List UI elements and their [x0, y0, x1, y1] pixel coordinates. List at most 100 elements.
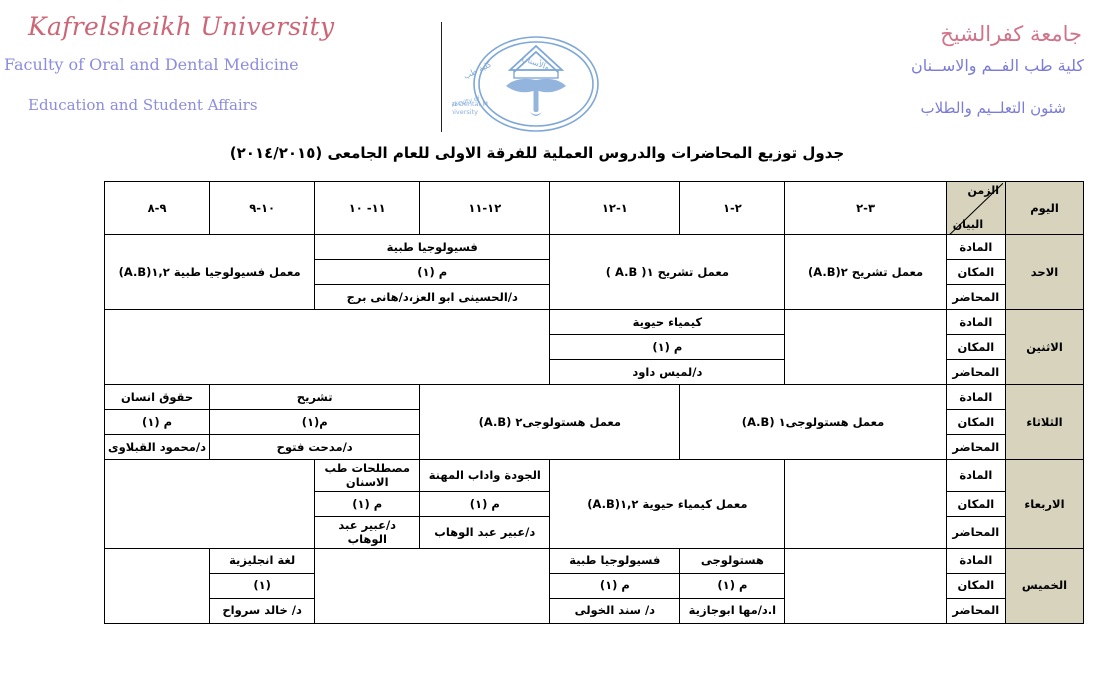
timetable: اليوم الزمن البيان ٣-٢ ٢-١ ١-١٢ ١٢-١١ ١١- ١٠ ١٠-… — [103, 181, 1085, 624]
row-label-cell: المكان — [945, 572, 1006, 599]
schedule-cell: د/ خالد سرواح — [209, 597, 316, 624]
timetable-row: المكان م (١) — [105, 259, 1084, 285]
schedule-cell: معمل كيمياء حيوية ١,٢(A.B) — [549, 459, 786, 549]
svg-text:Kafr El Sheikh University: Kafr El Sheikh University — [452, 108, 478, 116]
faculty-seal-logo: كلية طب والأسنان Faculty of Kafr El Shei… — [398, 32, 620, 134]
schedule-cell: د/محمود القبلاوى — [103, 434, 211, 460]
schedule-cell: الجودة واداب المهنة — [419, 459, 551, 492]
schedule-cell: معمل فسيولوجيا طبية ١,٢(A.B) — [103, 234, 316, 310]
empty-cell — [103, 309, 551, 385]
day-name-cell: الخميس — [1004, 547, 1085, 624]
header-arabic-block: جامعة كفرالشيخ كلية طب الفــم والاســنان… — [796, 0, 1096, 117]
schedule-cell: م (١) — [549, 572, 681, 599]
schedule-cell: حقوق انسان — [103, 384, 211, 410]
time-slot-header: ٩-٨ — [103, 181, 211, 235]
timetable-row: المحاضر د/مدحت فتوح د/محمود القبلاوى — [103, 434, 1084, 460]
timetable-row: المحاضر د/الحسينى ابو العز،د/هانى برج — [105, 284, 1084, 310]
row-label-cell: المحاضر — [945, 359, 1006, 385]
corner-cell: الزمن البيان — [945, 181, 1006, 236]
empty-cell — [103, 459, 316, 549]
day-name-cell: الاربعاء — [1004, 459, 1085, 549]
empty-cell — [103, 547, 211, 624]
schedule-cell: معمل تشريح ٢(A.B) — [784, 234, 947, 310]
schedule-cell: م (١) — [314, 490, 421, 517]
timetable-row: الاربعاء المادة معمل كيمياء حيوية ١,٢(A.B)… — [103, 459, 1085, 549]
schedule-cell: مصطلحات طب الاسنان — [314, 459, 421, 492]
row-label-cell: المادة — [945, 547, 1006, 574]
schedule-cell: د/مدحت فتوح — [209, 434, 421, 460]
page-header: Kafrelsheikh University Faculty of Oral … — [0, 0, 1104, 140]
empty-cell — [784, 547, 947, 624]
day-name-cell: الاثنين — [1004, 309, 1085, 385]
timetable-row: الاثنين المادة كيمياء حيوية — [103, 309, 1085, 385]
header-english-block: Kafrelsheikh University Faculty of Oral … — [0, 0, 430, 135]
row-label-cell: المادة — [945, 384, 1006, 410]
empty-cell — [784, 309, 947, 385]
time-slot-header: ٢-١ — [679, 181, 786, 235]
timetable-row: الثلاثاء المادة معمل هستولوجى١ (A.B) معمل ه… — [103, 384, 1085, 460]
corner-detail-label: البيان — [952, 218, 984, 232]
timetable-container: اليوم الزمن البيان ٣-٢ ٢-١ ١-١٢ ١٢-١١ ١١- ١٠ ١٠-… — [103, 181, 1085, 624]
faculty-name-ar: كلية طب الفــم والاســنان — [911, 56, 1084, 75]
time-slot-header: ١١- ١٠ — [314, 181, 421, 235]
schedule-cell: م (١) — [549, 334, 786, 360]
department-name-en: Education and Student Affairs — [28, 96, 258, 114]
university-name-ar: جامعة كفرالشيخ — [940, 22, 1082, 46]
time-slot-header: ١٠-٩ — [209, 181, 316, 235]
schedule-cell: ا.د/مها ابوجازية — [679, 597, 786, 624]
row-label-cell: المحاضر — [945, 515, 1006, 549]
schedule-cell: لغة انجليزية — [209, 547, 316, 574]
time-slot-header: ٣-٢ — [784, 181, 947, 235]
row-label-cell: المكان — [945, 334, 1006, 360]
row-label-cell: المادة — [945, 234, 1006, 260]
time-slot-header: ١٢-١١ — [419, 181, 551, 235]
day-name-cell: الثلاثاء — [1004, 384, 1085, 460]
schedule-cell: معمل هستولوجى١ (A.B) — [679, 384, 947, 460]
row-label-cell: المحاضر — [945, 434, 1006, 460]
schedule-cell: هستولوجى — [679, 547, 786, 574]
timetable-row: المكان م(١) م (١) — [103, 409, 1084, 435]
row-label-cell: المكان — [945, 490, 1006, 517]
timetable-row: الاحد المادة معمل تشريح ٢(A.B) معمل تشريح ١… — [103, 234, 1085, 310]
timetable-row: المكان م (١) م (١) (١) — [105, 572, 1084, 599]
faculty-name-en: Faculty of Oral and Dental Medicine — [4, 55, 299, 74]
schedule-cell: معمل تشريح ١( A.B ) — [549, 234, 786, 310]
empty-cell — [314, 547, 551, 624]
schedule-cell: معمل هستولوجى٢ (A.B) — [419, 384, 681, 460]
schedule-cell: د/لميس داود — [549, 359, 786, 385]
header-divider — [441, 22, 442, 132]
corner-time-label: الزمن — [967, 184, 999, 197]
schedule-cell: (١) — [209, 572, 316, 599]
page-title: جدول توزيع المحاضرات والدروس العملية للف… — [229, 144, 845, 162]
row-label-cell: المكان — [945, 409, 1006, 435]
schedule-cell: م(١) — [209, 409, 421, 435]
schedule-cell: تشريح — [209, 384, 421, 410]
schedule-cell: م (١) — [419, 490, 551, 517]
row-label-cell: المادة — [945, 459, 1006, 492]
timetable-header-row: اليوم الزمن البيان ٣-٢ ٢-١ ١-١٢ ١٢-١١ ١١- ١٠ ١٠-… — [103, 181, 1085, 236]
svg-text:كلية طب: كلية طب — [462, 60, 493, 81]
empty-cell — [784, 459, 947, 549]
schedule-cell: فسيولوجيا طبية — [549, 547, 681, 574]
svg-text:of Oral and Dental M: of Oral and Dental M — [452, 100, 488, 108]
schedule-cell: د/ سند الخولى — [549, 597, 681, 624]
row-label-cell: المحاضر — [945, 284, 1006, 310]
row-label-cell: المكان — [945, 259, 1006, 285]
row-label-cell: المادة — [945, 309, 1006, 335]
department-name-ar: شئون التعلــيم والطلاب — [920, 99, 1066, 117]
schedule-cell: فسيولوجيا طبية — [314, 234, 551, 260]
day-column-header: اليوم — [1004, 181, 1085, 235]
day-name-cell: الاحد — [1004, 234, 1085, 310]
timetable-row: الخميس المادة هستولوجى فسيولوجيا طبية لغة ان… — [103, 547, 1085, 624]
university-name-en: Kafrelsheikh University — [28, 12, 335, 41]
schedule-cell: د/عبير عبد الوهاب — [419, 515, 551, 549]
row-label-cell: المحاضر — [945, 597, 1006, 624]
schedule-cell: د/عبير عبد الوهاب — [314, 515, 421, 549]
schedule-cell: كيمياء حيوية — [549, 309, 786, 335]
schedule-cell: م (١) — [103, 409, 211, 435]
schedule-cell: د/الحسينى ابو العز،د/هانى برج — [314, 284, 551, 310]
time-slot-header: ١-١٢ — [549, 181, 681, 235]
schedule-cell: م (١) — [314, 259, 551, 285]
timetable-row: المحاضر ا.د/مها ابوجازية د/ سند الخولى د/ خ… — [105, 597, 1084, 624]
schedule-cell: م (١) — [679, 572, 786, 599]
